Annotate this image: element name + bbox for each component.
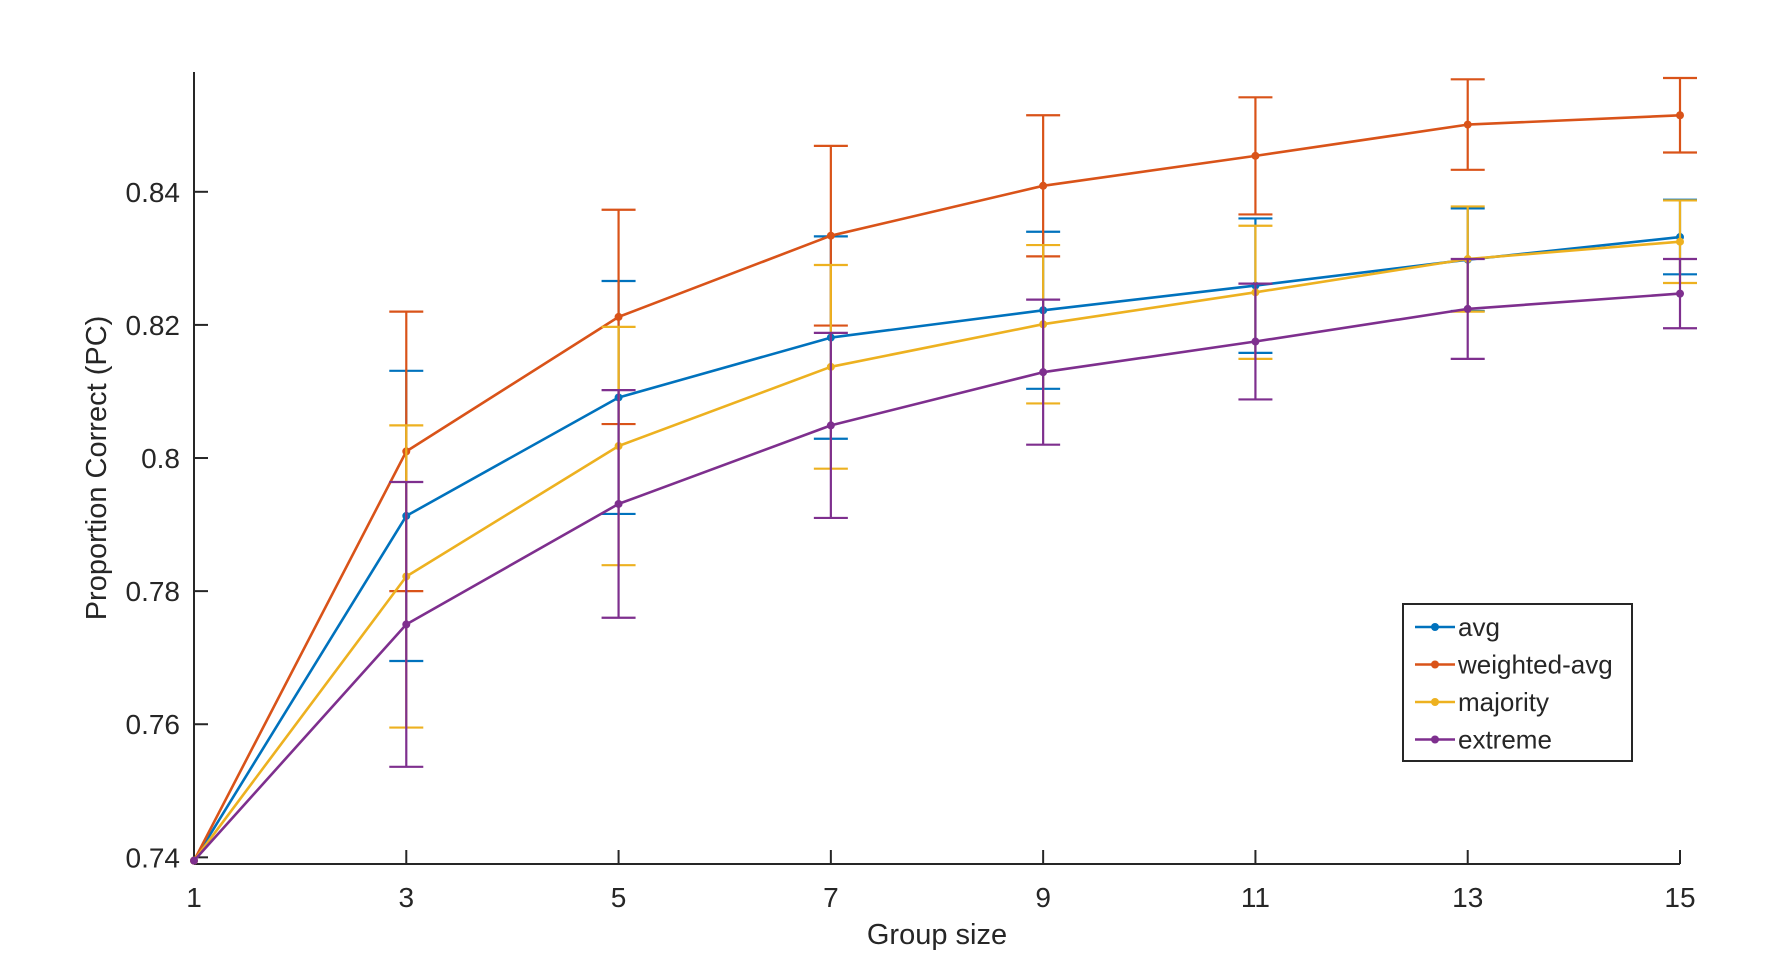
legend-marker-avg: [1431, 623, 1439, 631]
x-tick-label: 15: [1664, 882, 1695, 913]
legend-marker-majority: [1431, 698, 1439, 706]
y-axis-label: Proportion Correct (PC): [81, 316, 113, 621]
data-point: [614, 499, 623, 508]
y-tick-label: 0.74: [126, 842, 181, 873]
y-tick-label: 0.76: [126, 709, 181, 740]
legend-marker-extreme: [1431, 735, 1439, 744]
data-point: [1463, 120, 1472, 129]
legend: avg weighted-avg majority extreme: [1402, 603, 1633, 762]
legend-label-extreme: extreme: [1458, 725, 1552, 755]
data-point: [1463, 304, 1472, 313]
x-tick-label: 7: [823, 882, 839, 913]
data-point: [614, 312, 623, 321]
data-point: [1251, 337, 1260, 346]
series-line: [193, 292, 1681, 862]
x-tick-label: 1: [186, 882, 202, 913]
x-tick-label: 5: [611, 882, 627, 913]
series-extreme: [190, 257, 1697, 865]
legend-label-majority: majority: [1458, 687, 1549, 717]
legend-box: [1402, 603, 1633, 762]
y-tick-label: 0.82: [126, 310, 181, 341]
data-point: [1039, 181, 1048, 190]
data-point: [190, 856, 198, 865]
data-point: [1676, 111, 1684, 120]
x-tick-label: 3: [398, 882, 414, 913]
x-axis-label: Group size: [867, 919, 1007, 951]
data-point: [1676, 237, 1684, 246]
series-line: [192, 114, 1681, 862]
x-tick-label: 11: [1241, 882, 1270, 913]
y-tick-label: 0.84: [126, 177, 181, 208]
axes: 1 3 5 7 9 11 13 150.740.760.780.80.820.84: [126, 72, 1696, 913]
y-tick-label: 0.78: [126, 576, 181, 607]
data-point: [402, 620, 411, 629]
data-point: [1251, 151, 1260, 160]
legend-label-weighted-avg: weighted-avg: [1457, 650, 1613, 680]
legend-marker-weighted-avg: [1431, 660, 1439, 669]
data-point: [1039, 368, 1048, 377]
x-tick-label: 9: [1035, 882, 1051, 913]
y-tick-label: 0.8: [141, 443, 180, 474]
data-point: [1676, 289, 1684, 298]
legend-label-avg: avg: [1458, 612, 1500, 642]
data-point: [826, 421, 835, 430]
data-point: [826, 231, 835, 240]
series-line: [192, 240, 1681, 862]
x-tick-label: 13: [1452, 882, 1483, 913]
series-layer: [190, 76, 1697, 865]
